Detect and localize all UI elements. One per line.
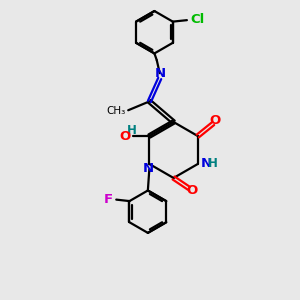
- Text: N: N: [200, 158, 211, 170]
- Text: Cl: Cl: [190, 13, 205, 26]
- Text: O: O: [187, 184, 198, 197]
- Text: CH₃: CH₃: [106, 106, 126, 116]
- Text: N: N: [142, 162, 153, 175]
- Text: O: O: [119, 130, 131, 143]
- Text: N: N: [155, 67, 166, 80]
- Text: H: H: [208, 158, 218, 170]
- Text: F: F: [103, 193, 113, 206]
- Text: O: O: [209, 114, 220, 127]
- Text: H: H: [127, 124, 136, 137]
